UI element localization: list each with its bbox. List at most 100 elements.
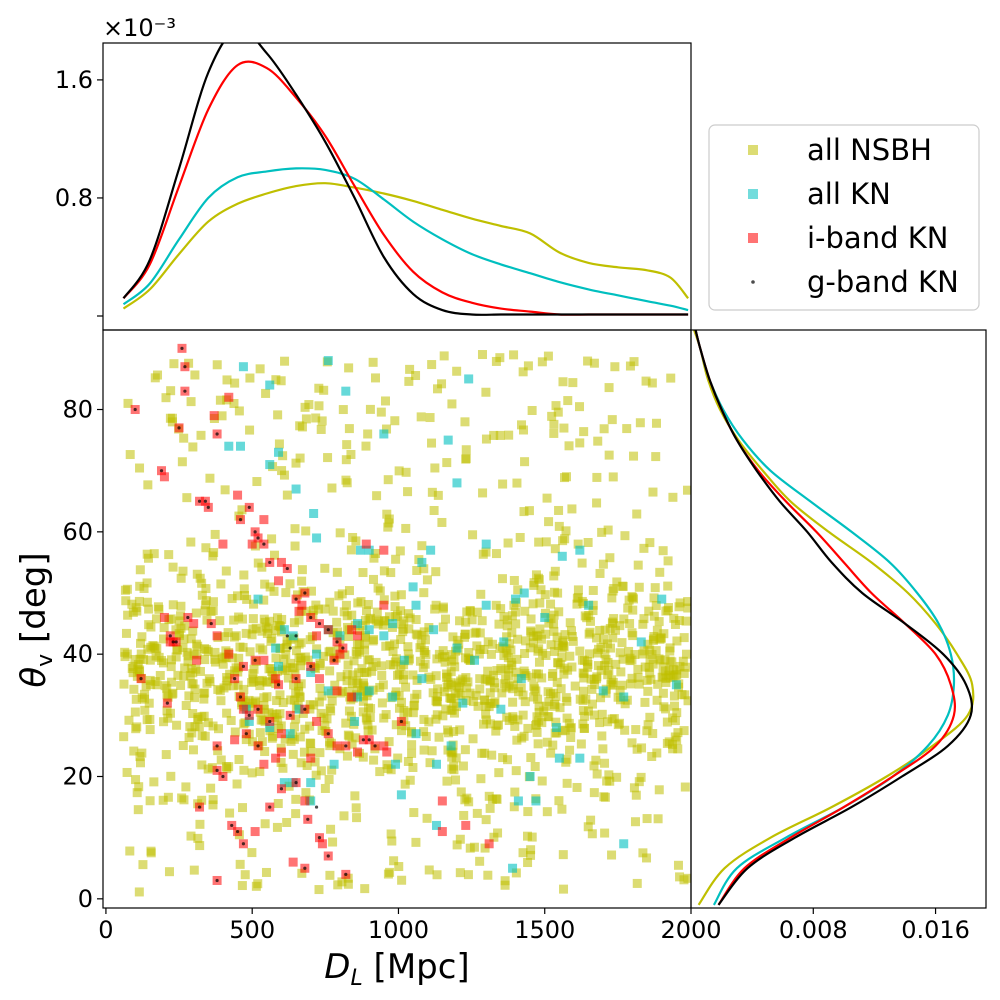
point-all-nsbh — [633, 664, 643, 674]
point-all-nsbh — [679, 668, 689, 678]
point-all-nsbh — [553, 407, 563, 417]
point-all-nsbh — [449, 765, 459, 775]
point-all-nsbh — [446, 705, 456, 715]
point-all-nsbh — [595, 625, 605, 635]
point-all-nsbh — [311, 413, 321, 423]
point-all-nsbh — [182, 647, 192, 657]
point-all-nsbh — [181, 700, 191, 710]
point-all-nsbh — [492, 666, 502, 676]
point-g-band-kn — [303, 707, 307, 711]
point-all-nsbh — [427, 438, 437, 448]
point-all-nsbh — [560, 473, 570, 483]
point-all-nsbh — [442, 776, 452, 786]
point-all-nsbh — [612, 772, 622, 782]
point-g-band-kn — [165, 701, 169, 705]
point-all-nsbh — [387, 836, 397, 846]
point-all-nsbh — [491, 549, 501, 559]
top-density-curves — [122, 43, 689, 316]
point-all-nsbh — [463, 870, 473, 880]
point-g-band-kn — [206, 505, 210, 509]
point-i-band-kn — [274, 576, 284, 586]
point-all-kn — [285, 729, 295, 739]
point-i-band-kn — [312, 631, 322, 641]
point-all-nsbh — [347, 610, 357, 620]
point-all-nsbh — [495, 430, 505, 440]
point-all-nsbh — [332, 617, 342, 627]
point-all-nsbh — [255, 767, 265, 777]
y-title-symbol: θ — [14, 667, 54, 688]
point-all-nsbh — [608, 586, 618, 596]
point-i-band-kn — [297, 600, 307, 610]
point-all-nsbh — [344, 586, 354, 596]
point-all-nsbh — [174, 616, 184, 626]
point-all-nsbh — [419, 588, 429, 598]
point-all-nsbh — [512, 478, 522, 488]
point-all-nsbh — [608, 472, 618, 482]
point-all-nsbh — [166, 771, 176, 781]
point-all-nsbh — [549, 571, 559, 581]
legend: all NSBH all KN i-band KN g-band KN — [708, 124, 980, 311]
point-all-nsbh — [589, 358, 599, 368]
point-all-kn — [431, 820, 441, 830]
top-curve-g-band-kn — [122, 43, 689, 316]
point-g-band-kn — [317, 621, 322, 626]
legend-marker-g-band-kn — [751, 280, 755, 284]
point-all-nsbh — [200, 644, 210, 654]
point-all-nsbh — [178, 566, 188, 576]
point-all-nsbh — [200, 731, 210, 741]
point-all-nsbh — [434, 732, 444, 742]
point-all-kn — [306, 796, 316, 806]
point-all-nsbh — [343, 730, 353, 740]
point-all-nsbh — [472, 641, 482, 651]
point-g-band-kn — [332, 658, 336, 662]
point-all-nsbh — [403, 649, 413, 659]
point-all-kn — [238, 362, 248, 372]
right-plot-frame — [690, 329, 987, 909]
point-all-nsbh — [633, 560, 643, 570]
point-all-nsbh — [394, 669, 404, 679]
point-all-nsbh — [188, 626, 198, 636]
point-all-nsbh — [481, 434, 491, 444]
point-all-nsbh — [279, 654, 289, 664]
point-all-nsbh — [289, 663, 299, 673]
point-all-nsbh — [648, 659, 658, 669]
point-all-nsbh — [564, 441, 574, 451]
point-all-nsbh — [390, 591, 400, 601]
point-all-nsbh — [593, 661, 603, 671]
point-all-nsbh — [662, 717, 672, 727]
point-all-nsbh — [406, 727, 416, 737]
point-all-nsbh — [385, 867, 395, 877]
point-all-nsbh — [648, 729, 658, 739]
point-all-nsbh — [358, 621, 368, 631]
point-all-nsbh — [330, 680, 340, 690]
point-all-nsbh — [430, 463, 440, 473]
point-all-nsbh — [179, 795, 189, 805]
point-all-nsbh — [208, 606, 218, 616]
point-all-nsbh — [282, 817, 292, 827]
point-all-nsbh — [456, 690, 466, 700]
point-all-nsbh — [398, 675, 408, 685]
point-all-nsbh — [389, 660, 399, 670]
point-i-band-kn — [259, 515, 269, 525]
point-all-nsbh — [592, 672, 602, 682]
right-curve-g-band-kn — [694, 330, 974, 906]
point-g-band-kn — [326, 854, 330, 858]
point-all-nsbh — [510, 721, 520, 731]
point-all-nsbh — [632, 509, 642, 519]
point-all-nsbh — [627, 673, 637, 683]
point-all-nsbh — [199, 711, 209, 721]
point-all-nsbh — [389, 856, 399, 866]
point-all-nsbh — [584, 629, 594, 639]
point-all-nsbh — [386, 568, 396, 578]
point-all-nsbh — [301, 526, 311, 536]
point-all-kn — [426, 545, 436, 555]
point-all-nsbh — [615, 621, 625, 631]
point-g-band-kn — [180, 346, 184, 350]
point-all-nsbh — [196, 430, 206, 440]
point-all-nsbh — [188, 668, 198, 678]
point-all-nsbh — [433, 692, 443, 702]
point-all-nsbh — [384, 612, 394, 622]
point-all-nsbh — [137, 748, 147, 758]
point-all-nsbh — [645, 538, 655, 548]
top-plot-frame — [102, 42, 692, 331]
